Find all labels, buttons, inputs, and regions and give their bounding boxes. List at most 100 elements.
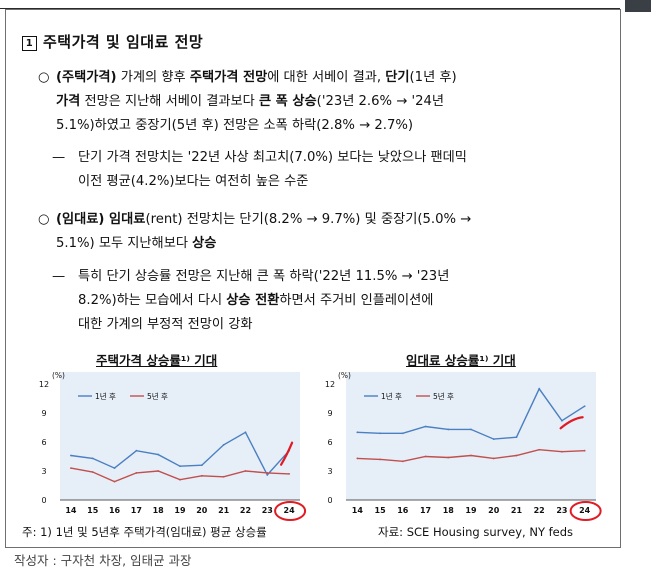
annotation-stroke [559,416,584,430]
data-point [266,473,269,476]
data-point [470,454,472,457]
y-tick-label: 6 [41,438,46,447]
sub-text: 대한 가계의 부정적 전망이 강화 [78,317,253,332]
legend-label: 5년 후 [433,391,454,401]
data-point [379,458,381,461]
sub-line: 대한 가계의 부정적 전망이 강화 [52,313,620,337]
x-tick-label: 21 [511,506,523,515]
bullet-text: 5.1%) 모두 지난해보다 [56,236,193,251]
bullet-emph: 큰 폭 상승 [258,94,317,109]
x-tick-label: 23 [556,506,567,515]
bullet-text: ('23년 2.6% → '24년 [316,94,445,109]
x-tick-label: 18 [153,506,165,515]
y-tick-label: 3 [41,467,46,476]
x-tick-label: 16 [109,506,121,515]
bullet-text: (1년 후) [409,70,457,85]
x-tick-label: 19 [465,506,477,515]
data-point [401,460,404,463]
bullet-line: 5.1%)하였고 중장기(5년 후) 전망은 소폭 하락(2.8% → 2.7%… [38,114,620,138]
bullet-text: 에 대한 서베이 결과, [267,70,386,85]
bullet-emph: 단기 [385,70,410,85]
data-point [492,438,495,440]
x-tick-label: 22 [534,506,545,515]
data-point [113,467,116,469]
sub-bullet-rent: — 특히 단기 상승률 전망은 지난해 큰 폭 하락('22년 11.5% → '… [52,265,620,337]
y-unit-label: (%) [52,371,65,380]
data-point [91,457,94,460]
y-tick-label: 12 [39,380,49,389]
bullet-mark: ○ [38,212,50,227]
top-bar [0,0,651,10]
bullet-line: 5.1%) 모두 지난해보다 상승 [38,232,620,256]
series-line-short-term [70,431,290,477]
x-tick-label: 16 [397,506,409,515]
y-tick-label: 6 [327,438,332,447]
window-tab-stub[interactable] [625,0,651,12]
author-line: 작성자 : 구자천 차장, 임태균 과장 [14,553,192,568]
sub-text: 8.2%)하는 모습에서 다시 [78,293,227,308]
sub-line: — 단기 가격 전망치는 '22년 사상 최고치(7.0%) 보다는 낮았으나 팬… [52,146,620,170]
annotation-circle [569,501,602,521]
sub-bullet-house-price: — 단기 가격 전망치는 '22년 사상 최고치(7.0%) 보다는 낮았으나 팬… [52,146,620,194]
dash-mark: — [52,150,66,165]
data-point [538,448,541,451]
bullet-text: 가계의 향후 [116,70,190,85]
data-point [515,454,518,457]
x-tick-label: 24 [579,506,591,515]
chart-title-house-price: 주택가격 상승률¹⁾ 기대 [96,353,218,368]
data-point [583,405,586,408]
data-point [538,387,541,390]
sub-text: 특히 단기 상승률 전망은 지난해 큰 폭 하락('22년 11.5% → '2… [78,269,450,284]
data-point [222,444,225,446]
data-point [447,456,450,459]
sub-emph: 상승 전환 [226,293,280,308]
sub-line: 이전 평균(4.2%)보다는 여전히 높은 수준 [52,170,620,194]
data-point [424,455,427,458]
data-point [561,419,563,422]
annotation-circle [274,501,307,521]
dash-mark: — [52,269,66,284]
x-tick-label: 22 [240,506,251,515]
data-point [113,480,116,483]
data-point [200,474,203,477]
sub-text: 이전 평균(4.2%)보다는 여전히 높은 수준 [78,174,309,189]
sub-line: — 특히 단기 상승률 전망은 지난해 큰 폭 하락('22년 11.5% → '… [52,265,620,289]
chart-plot-area-house-price [60,372,300,500]
y-tick-label: 0 [327,496,332,505]
data-point [447,428,450,431]
data-point [515,436,518,439]
data-point [356,431,359,434]
data-point [157,470,160,472]
legend-label: 5년 후 [147,391,168,401]
x-tick-label: 21 [218,506,230,515]
y-unit-label: (%) [338,371,351,380]
sub-text: 하면서 주거비 인플레이션에 [279,293,434,308]
chart-footnote: 주: 1) 1년 및 5년후 주택가격(임대료) 평균 상승률 [22,525,267,539]
chart-title-rent: 임대료 상승률¹⁾ 기대 [406,353,516,368]
data-point [157,453,160,456]
section-number-box: 1 [22,36,37,51]
data-point [288,473,290,475]
bullet-text: 전망은 지난해 서베이 결과보다 [80,94,259,109]
data-point [244,470,247,472]
data-point [70,467,72,469]
sub-line: 8.2%)하는 모습에서 다시 상승 전환하면서 주거비 인플레이션에 [52,289,620,313]
bullet-line: 가격 전망은 지난해 서베이 결과보다 큰 폭 상승('23년 2.6% → '… [38,90,620,114]
annotation-stroke [279,441,294,466]
section-title: 1 주택가격 및 임대료 전망 [22,31,203,52]
bullet-emph: 주택가격 전망 [189,70,268,85]
x-tick-label: 19 [174,506,186,515]
data-point [470,428,472,431]
bullet-emph: 상승 [192,236,217,251]
x-tick-label: 18 [443,506,455,515]
data-point [135,472,138,474]
data-point [244,431,247,434]
x-tick-label: 20 [488,506,500,515]
legend-label: 1년 후 [381,391,402,401]
chart-plot-area-rent [346,372,596,500]
y-tick-label: 9 [41,409,46,418]
x-tick-label: 24 [284,506,296,515]
data-point [200,464,203,467]
bullet-text: 5.1%)하였고 중장기(5년 후) 전망은 소폭 하락(2.8% → 2.7%… [56,118,414,133]
data-point [379,432,381,435]
